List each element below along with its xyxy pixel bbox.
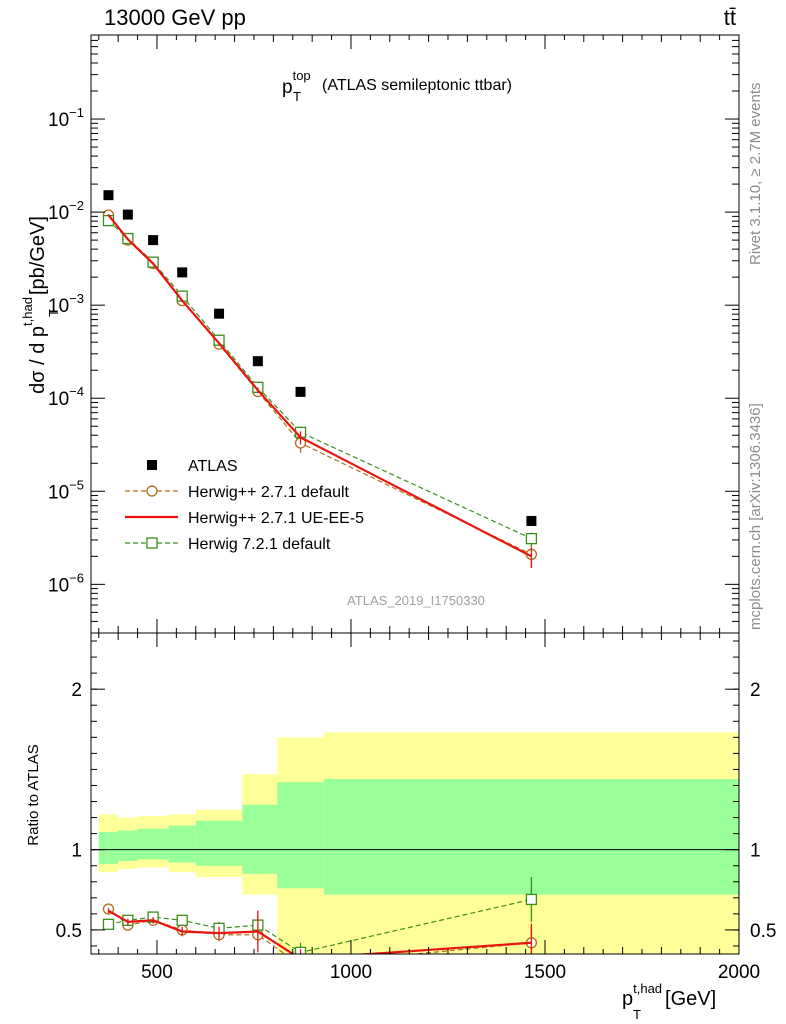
y-tick-label-exp: −4 <box>69 384 84 399</box>
ratio-y-tick-label-right: 0.5 <box>750 921 776 942</box>
ratio-y-tick-label-right: 2 <box>750 680 761 701</box>
inner-band <box>98 832 119 865</box>
data-point <box>214 308 225 319</box>
x-axis-label: pt,had [GeV] <box>622 981 716 1010</box>
ratio-y-tick-label-right: 1 <box>750 841 761 862</box>
x-tick-label: 2000 <box>718 962 760 983</box>
y-tick-label-base: 10 <box>48 203 69 224</box>
legend-label: ATLAS <box>188 458 238 475</box>
plot-title: ptop <box>282 68 311 98</box>
ylabel-a: dσ / d p <box>27 326 49 394</box>
ratio-uncertainty-bands <box>91 732 739 954</box>
inner-band <box>168 825 196 863</box>
inner-band <box>323 779 739 895</box>
legend-label: Herwig++ 2.7.1 default <box>188 484 350 501</box>
y-tick-label-exp: −3 <box>69 291 84 306</box>
watermark: ATLAS_2019_I1750330 <box>347 593 485 608</box>
ratio-y-tick-label: 1 <box>71 841 82 862</box>
data-point <box>526 515 537 526</box>
plot-title-sub: T <box>293 89 301 104</box>
y-tick-label: 10−2 <box>48 198 84 224</box>
data-point <box>525 532 538 545</box>
mcplots-label: mcplots.cern.ch [arXiv:1306.3436] <box>747 403 764 630</box>
y-axis-label: dσ / d pt,had [pb/GeV] T <box>20 216 61 394</box>
ratio-plot-frame <box>90 632 740 955</box>
ratio-plot-panel: 0.5 0.5 1 1 2 2 500 1000 1500 2000 Ratio to ATLAS… <box>25 632 776 1022</box>
inner-band <box>195 820 243 866</box>
inner-band <box>137 828 169 860</box>
ylabel-sup: t,had <box>20 297 35 326</box>
plot-title-sup: top <box>293 68 311 83</box>
header-left: 13000 GeV pp <box>104 5 246 30</box>
data-point <box>148 235 159 246</box>
y-tick-label-base: 10 <box>48 110 69 131</box>
main-axes: 10−610−510−410−310−210−1 <box>48 34 740 634</box>
data-point <box>177 267 188 278</box>
y-tick-label-exp: −2 <box>69 198 84 213</box>
y-tick-label: 10−1 <box>48 105 84 131</box>
y-tick-label: 10−5 <box>48 477 84 503</box>
ratio-series-layer <box>102 876 538 970</box>
ylabel-b: [pb/GeV] <box>27 216 49 295</box>
y-tick-label-base: 10 <box>48 296 69 317</box>
data-point <box>103 190 114 201</box>
data-point <box>147 460 157 470</box>
x-tick-label: 1500 <box>524 962 566 983</box>
inner-band <box>118 830 138 861</box>
series-line <box>107 214 532 555</box>
series-line <box>107 214 532 558</box>
header-right: tt̄ <box>724 5 736 30</box>
xlabel-a: p <box>622 988 633 1010</box>
legend: ATLAS Herwig++ 2.7.1 default Herwig++ 2.7.… <box>125 458 364 553</box>
data-point <box>252 356 263 367</box>
ratio-series-line <box>107 909 532 954</box>
ylabel-sub: T <box>46 309 61 317</box>
y-tick-label-base: 10 <box>48 389 69 410</box>
svg-text:dσ / d pt,had[pb/GeV]: dσ / d pt,had [pb/GeV] <box>20 216 49 394</box>
data-point <box>146 485 158 497</box>
data-point <box>102 918 115 930</box>
data-point <box>213 334 225 346</box>
y-tick-label-exp: −1 <box>69 105 84 120</box>
x-tick-label: 1000 <box>330 962 372 983</box>
legend-label: Herwig++ 2.7.1 UE-EE-5 <box>188 510 364 527</box>
data-point <box>525 893 538 906</box>
xlabel-sub: T <box>633 1007 641 1022</box>
data-point <box>296 960 306 970</box>
ratio-y-tick-label: 2 <box>71 680 82 701</box>
ratio-y-label: Ratio to ATLAS <box>25 744 42 845</box>
data-point <box>295 386 306 397</box>
plot-title-main: p <box>282 77 293 98</box>
plot-title-rest: (ATLAS semileptonic ttbar) <box>322 77 512 94</box>
inner-band <box>242 804 278 874</box>
data-point <box>176 914 188 926</box>
main-series-layer <box>102 190 538 568</box>
y-tick-label-base: 10 <box>48 575 69 596</box>
y-tick-label: 10−3 <box>48 291 84 317</box>
ratio-y-tick-label: 0.5 <box>56 921 82 942</box>
y-tick-label-exp: −5 <box>69 477 84 492</box>
data-point <box>146 537 158 549</box>
y-tick-label-base: 10 <box>48 482 69 503</box>
data-point <box>122 209 133 220</box>
xlabel-sup: t,had <box>633 981 662 996</box>
inner-band <box>277 782 324 889</box>
y-tick-label-exp: −6 <box>69 570 84 585</box>
main-plot-panel: 10−610−510−410−310−210−1 ptop T (ATLAS s… <box>20 34 740 634</box>
xlabel-b: [GeV] <box>665 988 716 1010</box>
y-tick-label: 10−6 <box>48 570 84 596</box>
y-tick-label: 10−4 <box>48 384 84 410</box>
ratio-axes: 0.5 0.5 1 1 2 2 500 1000 1500 2000 <box>56 633 776 983</box>
rivet-label: Rivet 3.1.10, ≥ 2.7M events <box>747 83 764 266</box>
legend-label: Herwig 7.2.1 default <box>188 536 331 553</box>
x-tick-label: 500 <box>141 962 173 983</box>
